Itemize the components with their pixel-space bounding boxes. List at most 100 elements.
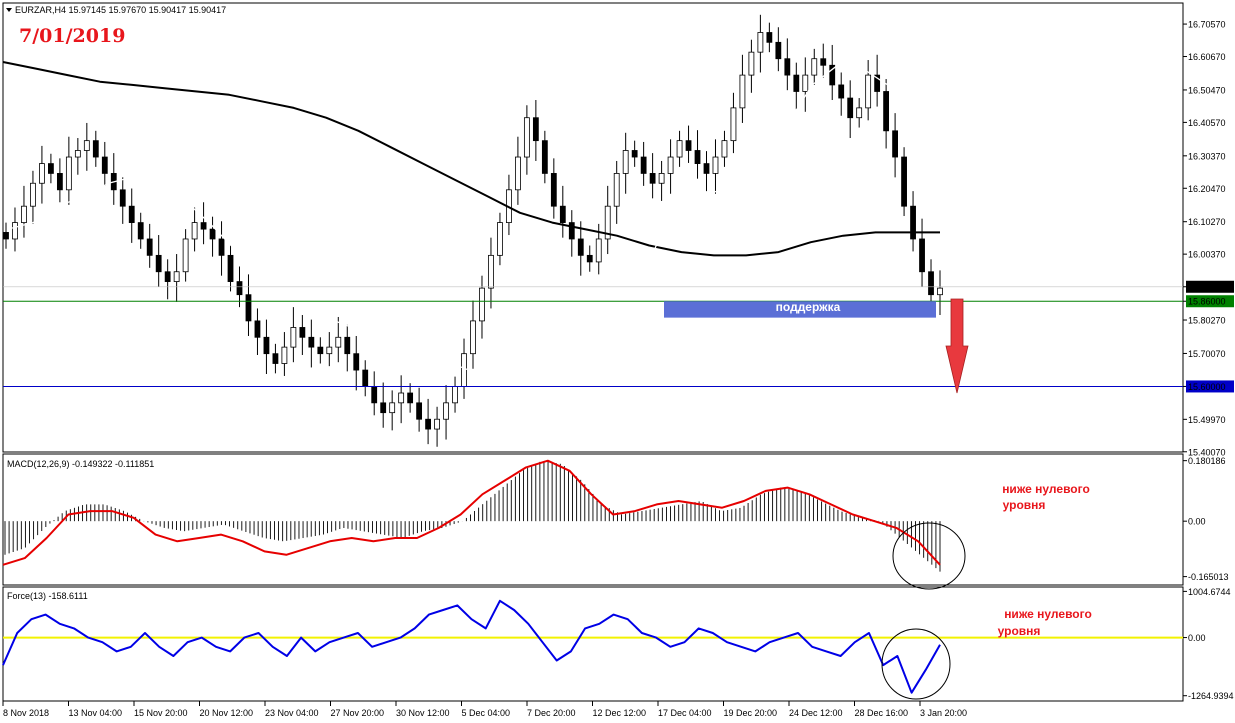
candle-body [748,51,755,76]
ma-long-line [2,61,940,257]
candle-body [407,392,414,404]
candle-body [200,222,207,230]
time-tick-label: 7 Dec 20:00 [527,708,576,718]
candle-body [173,271,180,282]
force-panel[interactable] [2,586,1184,702]
force-index-line [2,599,941,694]
candle-body [83,140,90,151]
time-tick-label: 15 Nov 20:00 [134,708,188,718]
candle-body [757,32,764,53]
candle-body [380,402,387,414]
candle-body [48,163,54,174]
candle-body [793,74,800,92]
candle-body [56,173,63,191]
symbol-dropdown-icon[interactable] [6,8,12,12]
candle-body [326,346,333,355]
support-zone [664,301,936,318]
force-title: Force(13) -158.6111 [7,591,88,601]
candle-body [470,320,476,355]
candle-body [910,205,916,240]
time-tick-label: 28 Dec 16:00 [855,708,909,718]
candle-body [164,271,171,282]
candle-body [640,156,647,174]
candle-body [128,205,135,223]
price-level-label: 15.60000 [1188,382,1226,392]
macd-note-line2: уровня [1003,498,1046,512]
price-tick-label: 15.40070 [1188,447,1226,457]
candle-body [892,130,898,158]
candle-body [901,156,907,207]
candle-body [434,418,440,430]
macd-tick-label: -0.165013 [1188,572,1229,582]
candle-body [631,150,638,158]
candle-body [667,156,674,174]
force-highlight-circle [881,628,951,700]
candle-body [847,97,854,119]
candle-body [479,287,485,322]
candle-body [865,74,872,109]
date-label: 7/01/2019 [19,25,125,47]
price-tick-label: 16.70570 [1188,20,1226,30]
force-note-line1: ниже нулевого [1004,607,1092,621]
candle-body [937,287,943,296]
candle-body [92,140,99,158]
price-tick-label: 15.70070 [1188,349,1226,359]
price-tick-label: 16.20470 [1188,184,1226,194]
candle-body [586,254,593,263]
candle-body [685,140,692,151]
price-level-badge [1186,295,1234,308]
price-tick-label: 16.40570 [1188,118,1226,128]
price-tick-label: 15.49970 [1188,415,1226,425]
price-level-label: 15.90417 [1188,282,1226,292]
candle-body [12,222,18,240]
candle-body [523,117,530,158]
candle-body [182,238,189,273]
candle-body [829,64,836,86]
candle-body [856,107,863,119]
candle-body [649,173,656,184]
candle-body [353,353,360,371]
candle-body [245,294,252,322]
price-tick-label: 16.50470 [1188,85,1226,95]
candle-body [101,156,108,174]
candle-body [254,320,261,338]
candle-body [416,402,423,420]
candle-body [676,140,683,158]
candle-body [712,156,719,174]
candle-body [272,353,279,364]
price-panel[interactable] [2,2,1184,453]
candle-body [290,327,297,348]
candle-body [613,173,620,207]
candle-body [703,163,710,174]
candle-body [694,150,701,164]
candle-body [119,189,126,207]
candle-body [191,222,198,240]
macd-title: MACD(12,26,9) -0.149322 -0.111851 [7,459,154,469]
candle-body [452,386,458,404]
candle-body [317,346,324,355]
candle-body [39,163,45,184]
time-tick-label: 17 Dec 04:00 [658,708,712,718]
candle-body [532,117,539,142]
candle-body [209,228,216,240]
candle-body [236,281,243,296]
candle-body [263,336,270,355]
time-tick-label: 30 Nov 12:00 [396,708,450,718]
time-tick-label: 5 Dec 04:00 [462,708,511,718]
candle-body [488,254,494,289]
price-level-label: 15.86000 [1188,297,1226,307]
candle-body [721,140,728,158]
force-tick-label: -1264.9394 [1188,691,1234,701]
candle-body [838,84,845,99]
candle-body [299,327,306,338]
macd-signal-line [2,459,941,566]
macd-tick-label: 0.180186 [1188,456,1226,466]
candle-body [308,336,315,348]
candle-body [74,150,81,158]
candle-body [21,205,27,223]
candle-body [568,222,575,240]
symbol-header: EURZAR,H4 15.97145 15.97670 15.90417 15.… [15,5,226,15]
candle-body [928,271,934,296]
price-tick-label: 15.80270 [1188,316,1226,326]
